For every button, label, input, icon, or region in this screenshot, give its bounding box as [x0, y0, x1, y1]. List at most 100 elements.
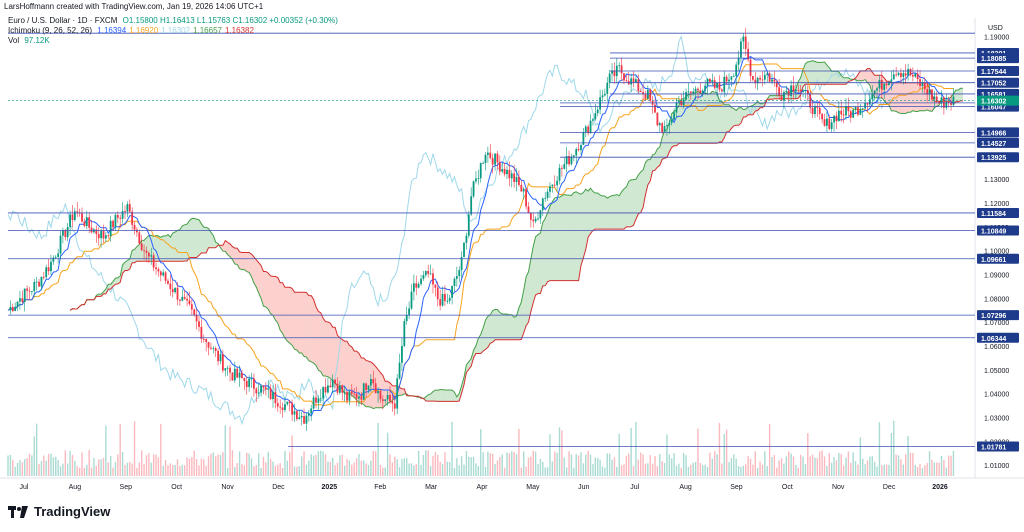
- cloud-bear-segment: [268, 273, 271, 314]
- volume-bar: [157, 457, 160, 476]
- candle-body: [537, 218, 539, 220]
- cloud-bull-segment: [172, 232, 176, 262]
- cloud-bear-segment: [239, 251, 242, 270]
- volume-bar: [336, 462, 339, 476]
- cloud-bull-segment: [729, 104, 732, 132]
- cloud-bull-segment: [485, 316, 488, 350]
- cloud-bear-segment: [320, 312, 324, 376]
- candle-body: [565, 156, 568, 165]
- candle-body: [248, 378, 251, 388]
- candle-body: [186, 298, 188, 301]
- cloud-bear-segment: [385, 381, 388, 406]
- volume-bar: [472, 457, 475, 476]
- candle-body: [577, 149, 580, 151]
- candle-body: [503, 168, 506, 175]
- volume-bar: [912, 452, 914, 476]
- candle-body: [763, 74, 766, 80]
- candle-body: [436, 287, 439, 300]
- volume-bar: [594, 457, 597, 476]
- candle-body: [909, 69, 912, 75]
- volume-bar: [577, 455, 580, 476]
- volume-bar: [191, 457, 193, 476]
- cloud-bull-segment: [714, 92, 718, 144]
- candle-body: [221, 354, 224, 371]
- cloud-bull-segment: [647, 159, 651, 185]
- volume-bar: [422, 454, 425, 476]
- volume-bar: [611, 459, 613, 476]
- candle-body: [878, 79, 881, 89]
- volume-bar: [427, 450, 429, 476]
- cloud-bull-segment: [810, 60, 813, 85]
- volume-bar: [59, 466, 62, 476]
- time-tick-label: Feb: [374, 484, 386, 491]
- volume-bar: [198, 465, 200, 476]
- volume-bar: [394, 456, 396, 476]
- candle-body: [45, 267, 48, 278]
- volume-bar: [145, 455, 148, 476]
- volume-bar: [141, 450, 143, 476]
- cloud-bull-segment: [621, 188, 624, 230]
- volume-bar: [857, 464, 859, 476]
- ichimoku-row: Ichimoku (9, 26, 52, 26) 1.16394 1.16920 1…: [8, 26, 338, 36]
- candle-body: [23, 288, 26, 302]
- candle-body: [625, 80, 628, 82]
- volume-bar: [384, 467, 386, 476]
- volume-bar: [625, 455, 628, 476]
- cloud-bull-segment: [604, 195, 608, 230]
- candle-body: [933, 96, 936, 100]
- candle-body: [885, 83, 888, 86]
- volume-bar: [938, 462, 940, 476]
- candle-body: [327, 385, 329, 393]
- volume-bar: [635, 421, 637, 476]
- candle-body: [484, 154, 487, 163]
- price-chart[interactable]: USD1.190001.180001.170001.160001.150001.…: [0, 0, 1024, 500]
- candle-body: [737, 57, 740, 65]
- volume-bar: [601, 466, 604, 476]
- time-tick-label: Aug: [679, 484, 692, 491]
- candle-body: [768, 73, 771, 82]
- candle-body: [64, 230, 67, 238]
- level-label: 1.10849: [981, 228, 1006, 235]
- time-tick-label: Apr: [477, 484, 489, 491]
- volume-bar: [840, 454, 842, 476]
- candle-body: [749, 59, 752, 77]
- volume-bar: [563, 457, 565, 476]
- cloud-bear-segment: [903, 82, 906, 114]
- volume-bar: [81, 452, 83, 476]
- cloud-bull-segment: [535, 234, 539, 295]
- volume-bar: [811, 454, 814, 476]
- volume-bar: [458, 465, 460, 476]
- volume-bar: [606, 453, 608, 476]
- volume-bar: [121, 451, 124, 476]
- volume-bar: [761, 464, 764, 476]
- volume-bar: [735, 458, 737, 476]
- symbol-name[interactable]: Euro / U.S. Dollar · 1D · FXCM: [8, 16, 118, 25]
- volume-bar: [262, 456, 265, 476]
- candle-body: [40, 276, 43, 287]
- volume-label[interactable]: Vol: [8, 36, 20, 45]
- cloud-bull-segment: [614, 194, 617, 230]
- cloud-bear-segment: [289, 287, 293, 346]
- candle-body: [59, 235, 62, 254]
- candle-body: [19, 298, 21, 302]
- candle-body: [322, 387, 325, 399]
- volume-bar: [511, 451, 513, 476]
- ichimoku-label[interactable]: Ichimoku (9, 26, 52, 26): [8, 26, 93, 35]
- volume-bar: [687, 466, 690, 476]
- cloud-bear-segment: [332, 327, 336, 384]
- cloud-bull-segment: [817, 62, 820, 85]
- volume-bar: [489, 453, 491, 476]
- candle-body: [341, 385, 344, 393]
- volume-bar: [284, 450, 286, 476]
- volume-bar: [814, 457, 816, 476]
- volume-bar: [57, 459, 59, 476]
- candle-body: [570, 156, 573, 165]
- candle-body: [494, 153, 496, 165]
- volume-bar: [456, 458, 458, 476]
- volume-bar: [623, 464, 625, 476]
- volume-bar: [90, 467, 93, 476]
- volume-bar: [835, 460, 838, 476]
- cloud-bull-segment: [738, 107, 741, 126]
- volume-bar: [508, 453, 511, 476]
- volume-bar: [807, 433, 809, 476]
